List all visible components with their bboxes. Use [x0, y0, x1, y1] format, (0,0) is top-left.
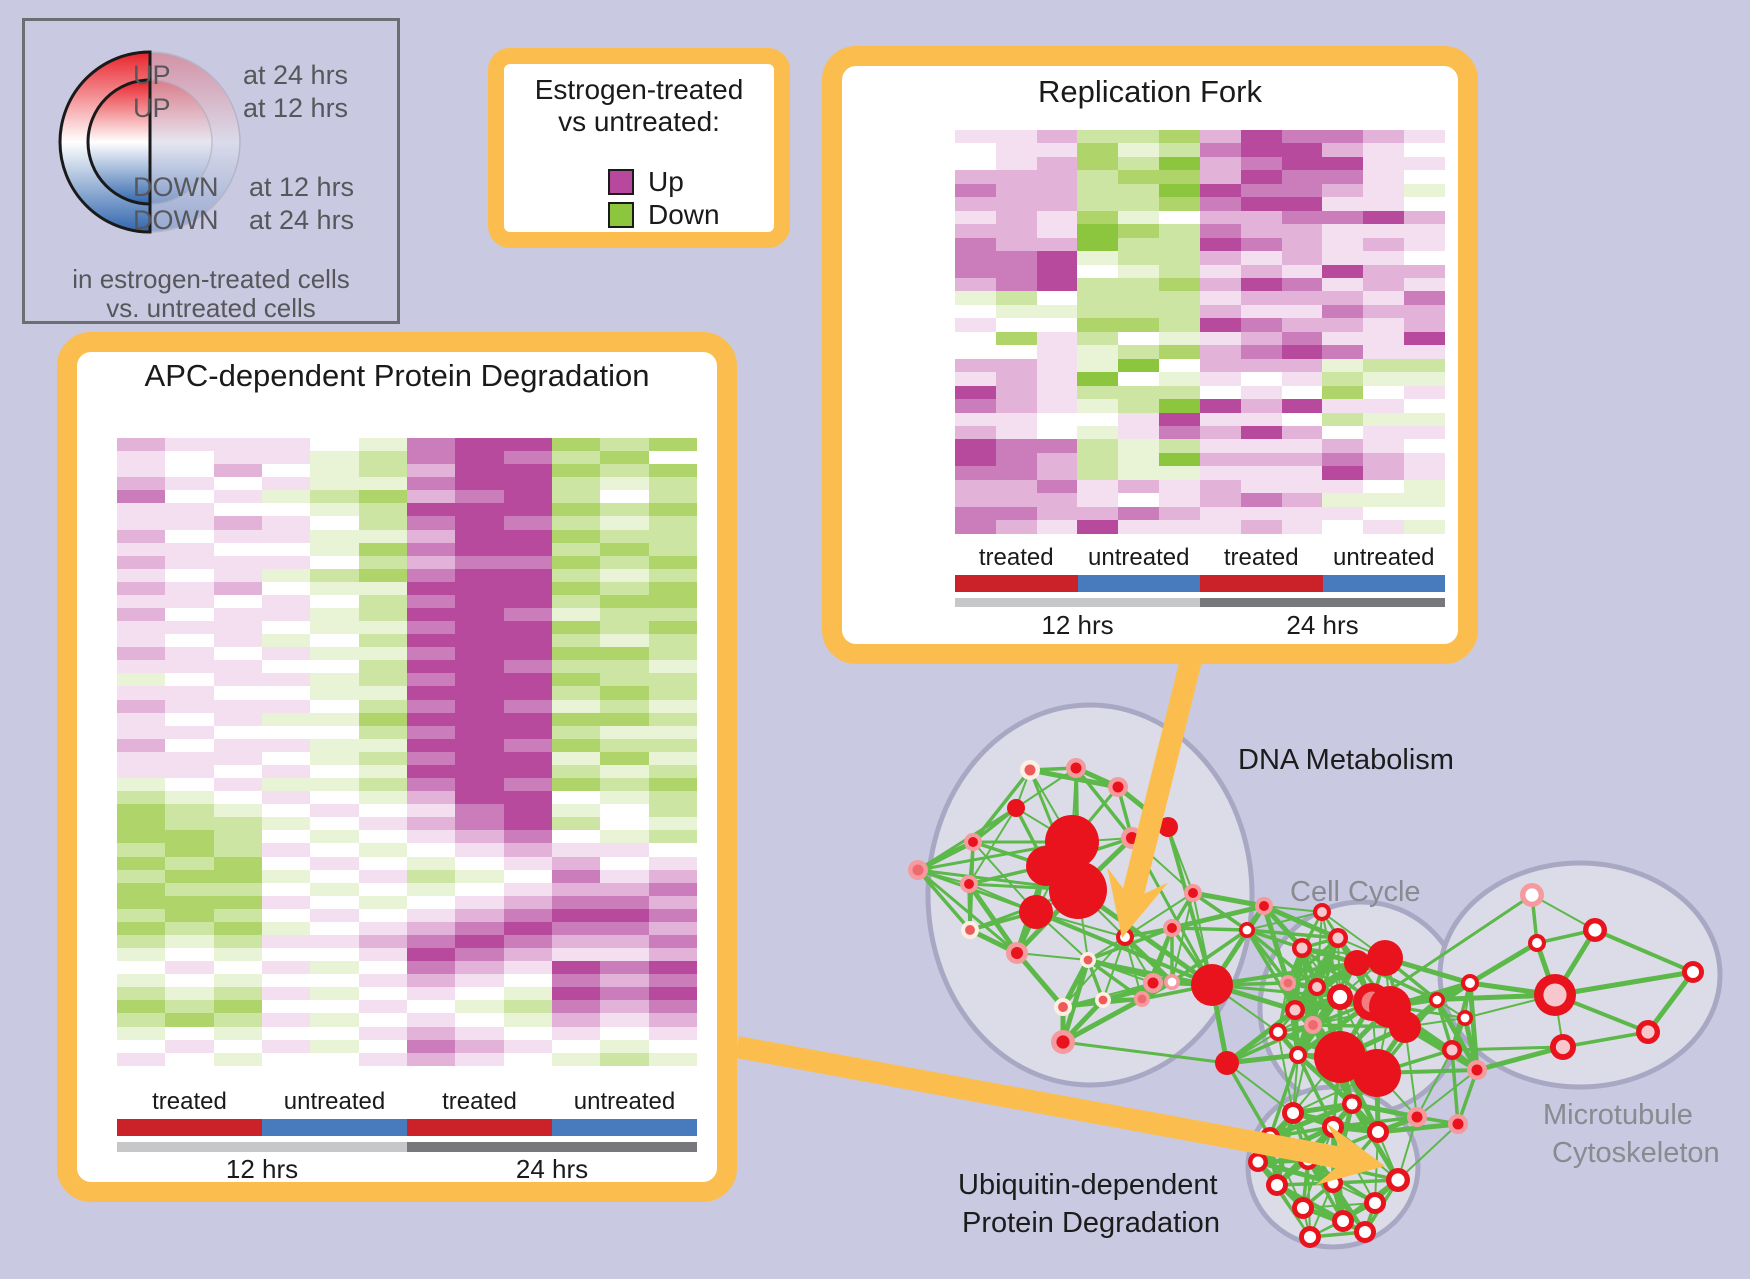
apc-degradation-panel: APC-dependent Protein Degradation treate…	[57, 332, 737, 1202]
replication-fork-condition-bar	[955, 575, 1445, 592]
gene-node	[1191, 964, 1233, 1006]
time-label: 12 hrs	[1041, 610, 1114, 640]
gene-node	[1344, 950, 1370, 976]
replication-fork-title: Replication Fork	[1038, 74, 1262, 109]
time-label: 24 hrs	[1286, 610, 1359, 640]
ring-down24-time: at 24 hrs	[249, 205, 355, 235]
condition-label: treated	[1223, 544, 1299, 571]
down-label: Down	[648, 199, 720, 230]
ring-down12-time: at 12 hrs	[249, 172, 355, 202]
gene-node	[1215, 1051, 1239, 1075]
condition-label: treated	[152, 1088, 227, 1115]
ubiquitin-label-line2: Protein Degradation	[962, 1207, 1220, 1239]
ring-up24-time: at 24 hrs	[243, 60, 349, 90]
updown-ring-icon	[58, 50, 241, 234]
replication-fork-time-bar	[955, 598, 1445, 607]
microtubule-label-line2: Cytoskeleton	[1552, 1137, 1720, 1169]
annotation-arrow-shaft	[735, 1036, 1352, 1171]
updown-legend-title-line1: Estrogen-treated	[534, 74, 744, 105]
apc-time-bar	[117, 1142, 697, 1152]
apc-time-labels: 12 hrs 24 hrs	[117, 1154, 697, 1186]
apc-condition-bar	[117, 1119, 697, 1136]
replication-fork-panel: Replication Fork treated untreated treated…	[822, 46, 1478, 664]
apc-degradation-title: APC-dependent Protein Degradation	[144, 358, 650, 393]
ring-legend-box: UP at 24 hrs UP at 12 hrs DOWN at 12 hrs…	[22, 18, 400, 324]
annotation-arrow-head	[1107, 867, 1169, 938]
up-color-swatch	[608, 169, 634, 195]
condition-label: untreated	[573, 1088, 676, 1115]
ring-up12-word: UP	[133, 93, 171, 123]
replication-fork-heatmap	[955, 130, 1445, 534]
updown-legend-title-line2: vs untreated:	[558, 106, 720, 137]
ring-legend-footer-line2: vs. untreated cells	[106, 293, 316, 323]
gene-node	[1019, 895, 1053, 929]
up-label: Up	[648, 166, 684, 197]
ring-down12-word: DOWN	[133, 172, 219, 202]
condition-label: treated	[442, 1088, 517, 1115]
gene-node	[1049, 861, 1107, 919]
replication-fork-time-labels: 12 hrs 24 hrs	[955, 610, 1445, 640]
replication-fork-group-labels: treated untreated treated untreated	[955, 544, 1445, 574]
ring-legend-footer-line1: in estrogen-treated cells	[72, 264, 350, 294]
apc-group-labels: treated untreated treated untreated	[117, 1088, 697, 1118]
ring-up24-word: UP	[133, 60, 171, 90]
dna-metabolism-label: DNA Metabolism	[1238, 744, 1454, 776]
microtubule-label-line1: Microtubule	[1543, 1099, 1693, 1131]
time-label: 12 hrs	[225, 1154, 299, 1184]
ring-down24-word: DOWN	[133, 205, 219, 235]
annotation-arrow-head	[1315, 1123, 1385, 1186]
updown-legend-box: Estrogen-treated vs untreated: Up Down	[488, 48, 790, 248]
apc-heatmap	[117, 438, 697, 1066]
cell-cycle-label: Cell Cycle	[1290, 876, 1421, 908]
ubiquitin-label-line1: Ubiquitin-dependent	[958, 1169, 1218, 1201]
condition-label: untreated	[283, 1088, 386, 1115]
gene-node	[1389, 1011, 1421, 1043]
gene-node	[1158, 817, 1178, 837]
gene-node	[1367, 940, 1403, 976]
condition-label: untreated	[1088, 544, 1190, 571]
gene-node	[1353, 1049, 1401, 1097]
condition-label: treated	[978, 544, 1054, 571]
down-color-swatch	[608, 202, 634, 228]
gene-node	[1314, 1031, 1366, 1083]
annotation-arrow-shaft	[1120, 637, 1207, 906]
time-label: 24 hrs	[515, 1154, 589, 1184]
condition-label: untreated	[1333, 544, 1435, 571]
ring-up12-time: at 12 hrs	[243, 93, 349, 123]
gene-node	[1007, 799, 1025, 817]
